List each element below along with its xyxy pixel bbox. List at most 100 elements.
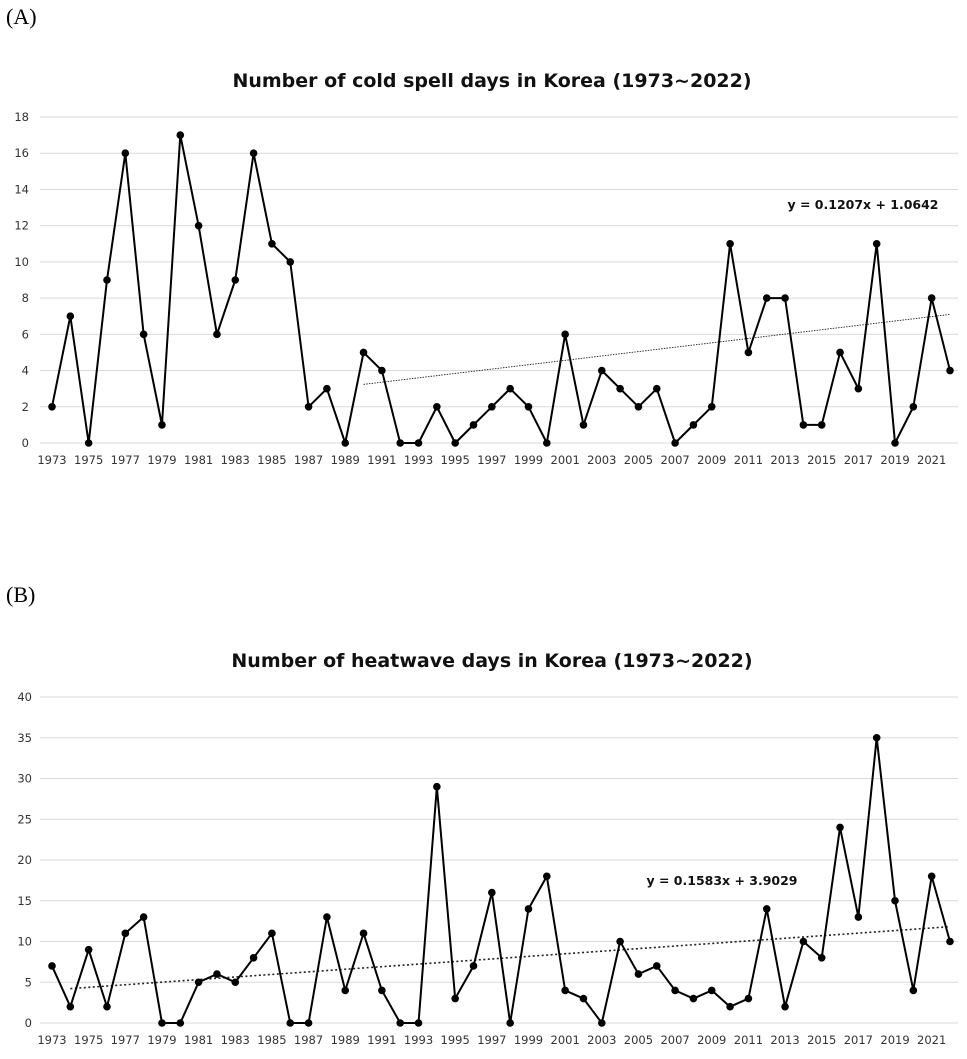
chart-a-data-point — [726, 239, 734, 248]
chart-a-x-tick-label: 1989 — [331, 453, 360, 467]
chart-a-x-tick-label: 2007 — [660, 453, 689, 467]
chart-b-y-tick-label: 0 — [25, 1016, 32, 1030]
chart-a-data-point — [506, 384, 514, 393]
chart-b-data-point — [707, 986, 716, 995]
chart-b-x-tick-label: 1995 — [441, 1033, 470, 1047]
chart-a-y-tick-label: 6 — [22, 327, 29, 341]
chart-b-data-point — [433, 782, 441, 791]
chart-b-x-tick-label: 2001 — [551, 1033, 580, 1047]
chart-a-x-tick-label: 2015 — [807, 453, 836, 467]
chart-a-data-point — [634, 402, 643, 411]
chart-a-data-point — [671, 439, 679, 447]
chart-a-x-tick-label: 2009 — [697, 453, 726, 467]
chart-a-data-point — [781, 294, 789, 302]
chart-a-data-point — [378, 366, 386, 375]
chart-b-data-point — [488, 888, 496, 897]
chart-b-x-tick-label: 2011 — [734, 1033, 763, 1047]
chart-a-data-point — [597, 366, 606, 375]
chart-a-data-point — [48, 402, 56, 411]
chart-b-x-tick-label: 1975 — [74, 1033, 103, 1047]
chart-b-data-point — [359, 929, 368, 938]
chart-a-data-point — [561, 330, 569, 339]
chart-a-x-tick-label: 1999 — [514, 453, 543, 467]
chart-b-data-point — [744, 994, 753, 1003]
chart-b-data-point — [817, 954, 826, 962]
chart-a-data-point — [359, 348, 368, 357]
chart-b-data-point — [231, 978, 240, 987]
chart-b-x-tick-label: 2019 — [880, 1033, 909, 1047]
chart-a-data-point — [799, 421, 808, 429]
chart-b-data-point — [378, 986, 386, 995]
chart-b-y-tick-label: 5 — [25, 975, 32, 989]
chart-a-data-point — [158, 421, 166, 429]
chart-a-x-tick-label: 1981 — [184, 453, 213, 467]
chart-a-data-point — [543, 439, 551, 447]
chart-a-data-point — [414, 439, 423, 447]
chart-a-x-tick-label: 1995 — [441, 453, 470, 467]
chart-b-x-tick-label: 1993 — [404, 1033, 433, 1047]
chart-b-data-point — [543, 872, 551, 881]
chart-a-data-point — [396, 439, 405, 447]
chart-a-y-tick-label: 2 — [22, 400, 29, 414]
chart-b-data-point — [66, 1002, 75, 1011]
chart-a-data-point — [909, 402, 918, 411]
chart-a-data-point — [103, 276, 111, 284]
chart-a-x-tick-label: 2013 — [770, 453, 799, 467]
chart-b-data-point — [927, 872, 936, 881]
chart-a-y-tick-label: 8 — [22, 291, 29, 305]
chart-a-y-tick-label: 16 — [14, 146, 29, 160]
chart-b-data-point — [268, 929, 276, 938]
chart-a-data-point — [762, 294, 771, 302]
chart-b-data-point — [524, 905, 533, 913]
chart-a-data-point — [66, 312, 75, 321]
chart-a-x-tick-label: 2003 — [587, 453, 616, 467]
chart-a-data-point — [744, 348, 753, 357]
chart-b-data-point — [213, 970, 221, 978]
chart-b-x-tick-label: 1981 — [184, 1033, 213, 1047]
chart-a-x-tick-label: 1975 — [74, 453, 103, 467]
chart-b-data-point — [341, 986, 350, 995]
chart-b-data-point — [249, 954, 258, 962]
chart-b-x-tick-label: 2021 — [917, 1033, 946, 1047]
chart-b-data-point — [304, 1019, 313, 1027]
chart-b-data-point — [286, 1019, 295, 1027]
chart-a-x-tick-label: 2017 — [844, 453, 873, 467]
chart-b-x-tick-label: 1973 — [37, 1033, 66, 1047]
chart-b-data-point — [909, 986, 918, 995]
panel-label-b: (B) — [6, 582, 36, 607]
chart-a-x-tick-label: 2005 — [624, 453, 653, 467]
chart-b-data-point — [671, 986, 679, 995]
chart-b-x-tick-label: 1977 — [111, 1033, 140, 1047]
chart-a-data-point — [231, 276, 240, 284]
chart-a-data-point — [451, 439, 459, 447]
chart-b-trend-equation: y = 0.1583x + 3.9029 — [646, 873, 797, 888]
chart-a-x-tick-label: 2019 — [880, 453, 909, 467]
chart-b-series-line — [51, 736, 951, 1024]
chart-a-x-tick-label: 1987 — [294, 453, 323, 467]
chart-b-data-point — [726, 1002, 734, 1011]
chart-b-x-tick-label: 2013 — [770, 1033, 799, 1047]
chart-a-y-tick-label: 0 — [22, 436, 29, 450]
chart-a-data-point — [304, 402, 313, 411]
chart-b-data-point — [139, 913, 148, 921]
chart-b-title: Number of heatwave days in Korea (1973~2… — [231, 650, 752, 672]
chart-a-data-point — [689, 421, 698, 429]
chart-a-data-point — [836, 348, 844, 357]
chart-b-data-point — [103, 1002, 111, 1011]
chart-a-x-tick-label: 1997 — [477, 453, 506, 467]
chart-a-data-point — [524, 402, 533, 411]
chart-a-data-point — [176, 131, 185, 139]
chart-b-data-point — [158, 1019, 166, 1027]
chart-b-y-tick-label: 20 — [17, 853, 32, 867]
chart-b-data-point — [652, 962, 661, 970]
chart-b-y-tick-label: 15 — [17, 894, 32, 908]
chart-b-x-tick-label: 1985 — [257, 1033, 286, 1047]
chart-a-x-tick-label: 2001 — [551, 453, 580, 467]
chart-a-data-point — [121, 149, 130, 158]
chart-a-data-point — [323, 384, 331, 393]
chart-a-data-point — [946, 366, 954, 375]
chart-b-y-tick-label: 35 — [17, 731, 32, 745]
chart-a-y-tick-label: 14 — [14, 182, 29, 196]
chart-a-trendline — [363, 313, 951, 385]
